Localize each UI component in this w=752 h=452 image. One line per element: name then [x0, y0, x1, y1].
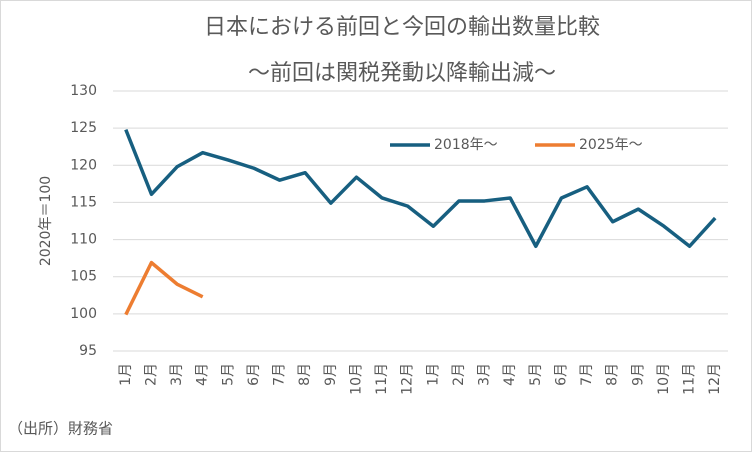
x-tick-label: 9月 [630, 363, 646, 386]
legend-label: 2025年～ [579, 137, 643, 153]
chart-title: 日本における前回と今回の輸出数量比較 [204, 15, 600, 40]
x-tick-label: 9月 [323, 363, 339, 386]
x-tick-label: 7月 [579, 363, 595, 386]
x-tick-label: 7月 [272, 363, 288, 386]
x-tick-label: 11月 [374, 363, 390, 395]
x-tick-label: 12月 [400, 363, 416, 395]
y-axis-label: 2020年＝100 [38, 176, 54, 266]
chart-subtitle: ～前回は関税発動以降輸出減～ [248, 61, 556, 86]
x-tick-label: 3月 [477, 363, 493, 386]
y-tick-label: 125 [70, 120, 97, 136]
x-tick-label: 4月 [195, 363, 211, 386]
x-tick-label: 10月 [348, 363, 364, 395]
y-tick-label: 130 [70, 83, 97, 99]
y-tick-label: 110 [70, 232, 97, 248]
series-line [124, 128, 717, 249]
y-tick-label: 105 [70, 269, 97, 285]
x-tick-label: 8月 [605, 363, 621, 386]
source: （出所）財務省 [8, 420, 113, 438]
legend-label: 2018年～ [434, 137, 498, 153]
series-line [124, 260, 204, 316]
x-tick-label: 4月 [502, 363, 518, 386]
x-tick-label: 8月 [297, 363, 313, 386]
x-tick-label: 6月 [246, 363, 262, 386]
x-tick-label: 3月 [169, 363, 185, 386]
y-tick-label: 120 [70, 157, 97, 173]
x-tick-label: 1月 [118, 363, 134, 386]
y-tick-label: 115 [70, 194, 97, 210]
y-tick-label: 100 [70, 306, 97, 322]
x-tick-label: 12月 [707, 363, 723, 395]
x-tick-label: 10月 [656, 363, 672, 395]
x-tick-label: 2月 [451, 363, 467, 386]
x-tick-label: 6月 [553, 363, 569, 386]
x-tick-label: 2月 [143, 363, 159, 386]
x-tick-label: 1月 [425, 363, 441, 386]
y-tick-label: 95 [79, 343, 97, 359]
x-tick-label: 5月 [220, 363, 236, 386]
x-tick-label: 11月 [682, 363, 698, 395]
x-tick-label: 5月 [528, 363, 544, 386]
